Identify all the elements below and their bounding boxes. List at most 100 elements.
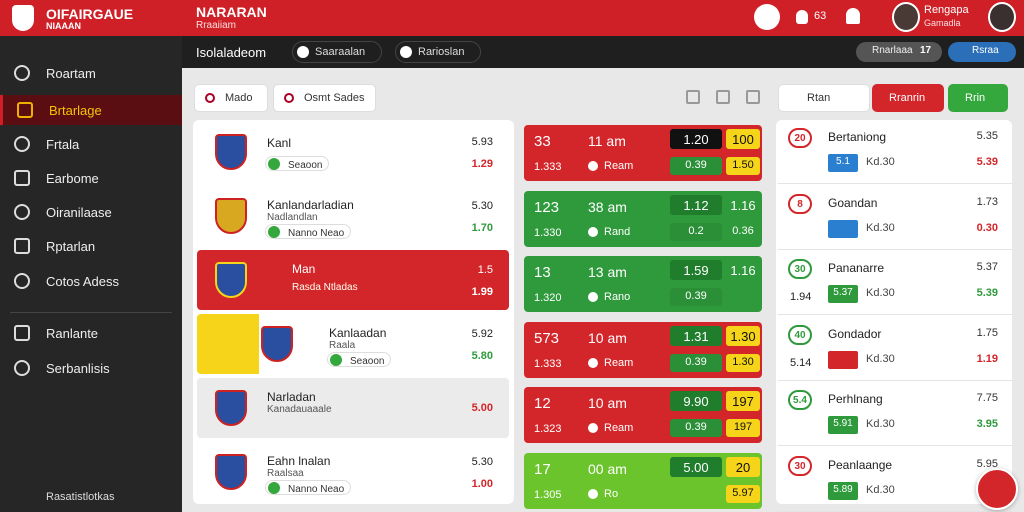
- filter-label: Rrin: [965, 92, 986, 104]
- subnav-button[interactable]: Rsraa: [948, 42, 1016, 62]
- close-icon[interactable]: [754, 4, 780, 30]
- standing-code: Kd.30: [866, 221, 895, 234]
- odds-time: 13 am: [588, 264, 627, 280]
- nav-label: Ranlante: [46, 326, 99, 341]
- odds-icon: [588, 423, 598, 433]
- logo: [12, 5, 34, 31]
- nav-item[interactable]: Rptarlan: [0, 231, 182, 261]
- odds-card[interactable]: 123 38 am 1.12 1.16 1.330 Rand 0.2 0.36: [524, 190, 762, 247]
- badge-dot: [330, 354, 342, 366]
- standing-code: Kd.30: [866, 287, 895, 299]
- match-row[interactable]: Narladan Kanadauaaale 5.00: [197, 378, 509, 438]
- nav-label: Frtala: [46, 137, 80, 152]
- tab[interactable]: Saaraalan: [292, 41, 382, 63]
- standing-name: Peanlaange: [828, 457, 893, 472]
- nav-item[interactable]: Brtarlage: [0, 95, 182, 125]
- tool-icon[interactable]: [746, 90, 760, 104]
- odds-time: 10 am: [588, 329, 627, 346]
- nav-item[interactable]: Cotos Adess: [0, 266, 182, 296]
- odds-num: 17: [534, 460, 551, 478]
- odds-box: 100: [726, 129, 760, 149]
- odd: 5.80: [471, 350, 493, 362]
- filter-button[interactable]: Rranrin: [872, 84, 944, 112]
- fab[interactable]: [976, 468, 1018, 510]
- standing-name: Gondador: [828, 326, 882, 341]
- odds-box: 0.39: [670, 353, 722, 372]
- pill[interactable]: Rnarlaaa 17: [856, 42, 942, 62]
- standing-name: Bertaniong: [828, 130, 887, 144]
- pill-label: Rnarlaaa: [872, 45, 913, 56]
- nav-item[interactable]: Ranlante: [0, 318, 182, 348]
- top-bar: [0, 0, 1024, 36]
- match-row[interactable]: Kanlaadan Raala Seaoon 5.92 5.80: [197, 314, 509, 374]
- filter-button[interactable]: Osmt Sades: [273, 84, 376, 112]
- nav-item[interactable]: Roartam: [0, 58, 182, 88]
- odds-card[interactable]: 573 10 am 1.31 1.30 1.333 Ream 0.39 1.30: [524, 321, 762, 378]
- rank-badge: 30: [788, 455, 812, 476]
- avatar[interactable]: [892, 2, 920, 32]
- badge-dot: [268, 482, 280, 494]
- tab-icon: [400, 46, 412, 58]
- match-sub: Rasda Ntladas: [292, 282, 358, 293]
- odds-box: 1.20: [670, 129, 722, 149]
- avatar[interactable]: [988, 2, 1016, 32]
- odds-card[interactable]: 13 13 am 1.59 1.16 1.320 Rano 0.39: [524, 256, 762, 312]
- nav-item[interactable]: Earbome: [0, 163, 182, 193]
- nav-item[interactable]: Frtala: [0, 129, 182, 159]
- odds-box: 1.30: [726, 325, 760, 346]
- nav-icon: [14, 204, 30, 220]
- filter-label: Rtan: [807, 92, 831, 104]
- tab[interactable]: Rarioslan: [395, 41, 481, 63]
- odds-sub: 1.323: [534, 423, 562, 435]
- filter-button[interactable]: Rtan: [778, 84, 870, 112]
- filter-label: Mado: [225, 92, 253, 104]
- tool-icon[interactable]: [716, 90, 730, 104]
- match-name: Eahn lnalan: [267, 454, 331, 468]
- odds-num: 33: [534, 133, 551, 150]
- nav-label: Oiranilaase: [46, 205, 112, 220]
- fire-icon[interactable]: [796, 10, 808, 24]
- odds-box: 9.90: [670, 391, 722, 411]
- tool-icon[interactable]: [686, 90, 700, 104]
- odds-card[interactable]: 17 00 am 5.00 20 1.305 Ro 5.97: [524, 452, 762, 509]
- standing-row[interactable]: 20 Bertaniong 5.35 5.1 Kd.30 5.39: [778, 122, 1012, 184]
- standing-row[interactable]: 30 1.94 Pananarre 5.37 5.37 Kd.30 5.39: [778, 253, 1012, 315]
- odds-box: 1.31: [670, 325, 722, 346]
- filter-button[interactable]: Rrin: [948, 84, 1008, 112]
- odds-num: 123: [534, 198, 560, 216]
- rank-badge: 30: [788, 259, 812, 279]
- match-name: Kanl: [267, 136, 292, 150]
- match-badge: Seaoon: [327, 352, 392, 367]
- match-row[interactable]: Man Rasda Ntladas 1.5 1.99: [197, 250, 509, 310]
- nav-item[interactable]: Oiranilaase: [0, 197, 182, 227]
- odds-card[interactable]: 33 11 am 1.20 100 1.333 Ream 0.39 1.50: [524, 125, 762, 181]
- odds-time: 00 am: [588, 460, 627, 477]
- match-row[interactable]: Eahn lnalan Raalsaa Nanno Neao 5.30 1.00: [197, 442, 509, 502]
- standing-val2: 5.39: [976, 287, 998, 299]
- match-row[interactable]: Kanl Seaoon 5.93 1.29: [197, 122, 509, 182]
- odds-icon: [588, 488, 598, 499]
- standing-name: Perhlnang: [828, 392, 883, 406]
- rank-left: 1.94: [790, 291, 812, 303]
- odds-box: 1.30: [726, 353, 760, 372]
- match-sub: Nadlandlan: [267, 212, 318, 223]
- odds-num: 12: [534, 395, 551, 412]
- odds-card[interactable]: 12 10 am 9.90 197 1.323 Ream 0.39 197: [524, 387, 762, 443]
- user-icon[interactable]: [846, 8, 860, 24]
- team-logo: [215, 454, 247, 490]
- match-name: Narladan: [267, 390, 316, 404]
- standing-row[interactable]: 40 5.14 Gondador 1.75 Kd.30 1.19: [778, 319, 1012, 381]
- standing-val: 7.75: [976, 392, 998, 404]
- match-badge: Seaoon: [265, 156, 330, 171]
- filter-button[interactable]: Mado: [194, 84, 268, 112]
- standing-row[interactable]: 8 Goandan 1.73 Kd.30 0.30: [778, 188, 1012, 250]
- standing-tag: 5.1: [828, 154, 858, 172]
- match-row[interactable]: Kanlandarladian Nadlandlan Nanno Neao 5.30 1…: [197, 186, 509, 246]
- filter-icon: [205, 93, 215, 103]
- odds-box: 1.16: [730, 197, 756, 213]
- odd: 1.70: [471, 222, 493, 234]
- nav-item[interactable]: Serbanlisis: [0, 353, 182, 383]
- standing-row[interactable]: 5.4 Perhlnang 7.75 5.91 Kd.30 3.95: [778, 384, 1012, 446]
- badge-label: Nanno Neao: [288, 228, 345, 239]
- odds-box: 0.39: [670, 288, 722, 306]
